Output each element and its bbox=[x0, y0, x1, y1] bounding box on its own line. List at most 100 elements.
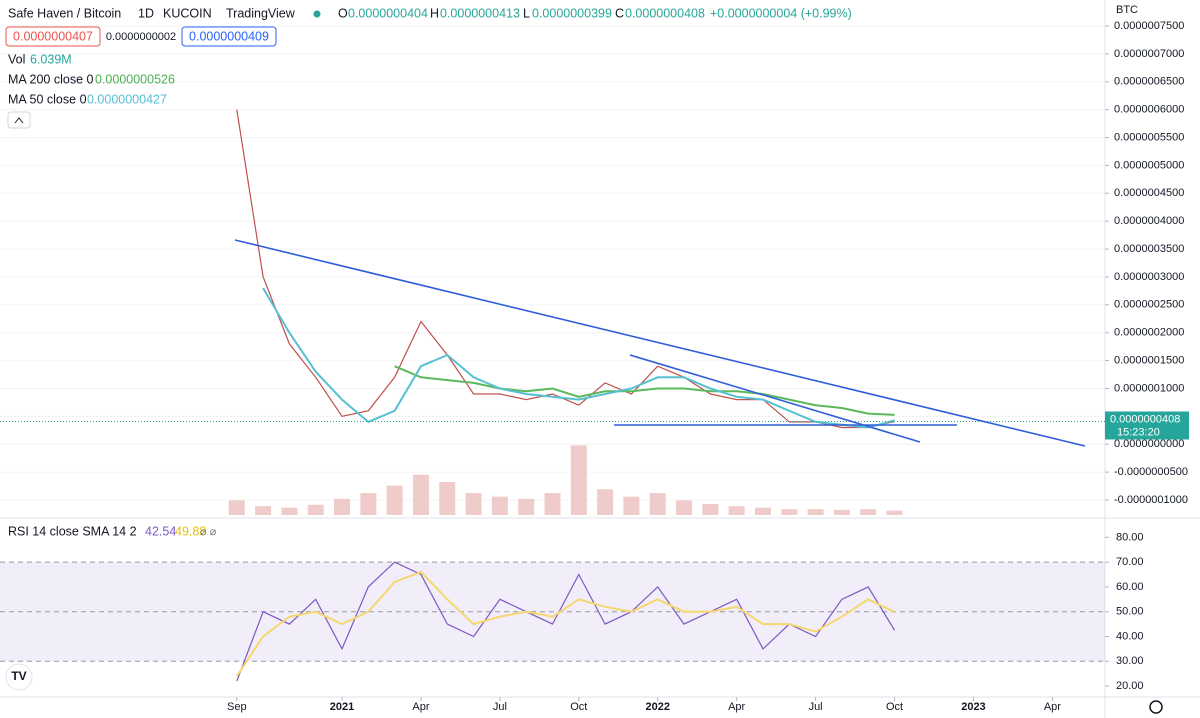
y-tick-label: 0.0000004000 bbox=[1114, 215, 1184, 227]
ohlc-value: 0.0000000408 bbox=[625, 6, 705, 20]
legend-name: MA 200 close 0 bbox=[8, 72, 94, 86]
y-tick-label: 50.00 bbox=[1116, 606, 1144, 618]
x-tick-label: Oct bbox=[886, 701, 903, 713]
ohlc-value: 0.0000000413 bbox=[440, 6, 520, 20]
y-tick-label: -0.0000000500 bbox=[1114, 466, 1188, 478]
volume-bar bbox=[518, 498, 535, 515]
volume-bar bbox=[386, 485, 403, 515]
volume-bar bbox=[465, 493, 482, 515]
symbol: Safe Haven / Bitcoin bbox=[8, 6, 121, 20]
y-tick-label: 0.0000001000 bbox=[1114, 382, 1184, 394]
ohlc-key: H bbox=[430, 6, 439, 20]
tv-logo-text: TV bbox=[11, 669, 26, 683]
y-tick-label: 0.0000000000 bbox=[1114, 438, 1184, 450]
y-tick-label: 80.00 bbox=[1116, 531, 1144, 543]
collapse-button[interactable] bbox=[7, 111, 31, 129]
tv-logo bbox=[5, 663, 33, 691]
volume-bar bbox=[833, 509, 850, 515]
y-tick-label: 20.00 bbox=[1116, 680, 1144, 692]
countdown: 15:23:20 bbox=[1117, 426, 1160, 438]
y-tick-label: 0.0000007500 bbox=[1114, 20, 1184, 32]
hide-icon[interactable]: ⌀ ⌀ bbox=[200, 526, 217, 538]
y-tick-label: 0.0000007000 bbox=[1114, 48, 1184, 60]
legend-value: 0.0000000427 bbox=[87, 92, 167, 106]
series-line bbox=[235, 570, 895, 677]
volume-bar bbox=[781, 509, 798, 515]
x-tick-label: Jul bbox=[809, 701, 823, 713]
y-tick-label: 30.00 bbox=[1116, 655, 1144, 667]
collapse-icon bbox=[14, 117, 24, 124]
last-price-tag bbox=[1105, 411, 1189, 440]
ohlc-key: O bbox=[338, 6, 348, 20]
volume-bar bbox=[281, 507, 298, 515]
y-tick-label: 70.00 bbox=[1116, 556, 1144, 568]
x-tick-label: Apr bbox=[1044, 701, 1061, 713]
volume-bar bbox=[676, 500, 693, 515]
change: +0.0000000004 (+0.99%) bbox=[710, 6, 852, 20]
volume-bar bbox=[491, 496, 508, 515]
interval: 1D bbox=[138, 6, 154, 20]
trend-line bbox=[234, 239, 1086, 447]
ohlc-value: 0.0000000404 bbox=[348, 6, 428, 20]
y-tick-label: 0.0000001500 bbox=[1114, 354, 1184, 366]
marks: -0.0000001000 -0.0000000500 0.0000000000 0.… bbox=[0, 20, 1189, 713]
ohlc-value: 0.0000000399 bbox=[532, 6, 612, 20]
series-line bbox=[236, 109, 895, 429]
volume-value: 6.039M bbox=[30, 52, 72, 66]
y-tick-label: 0.0000002500 bbox=[1114, 299, 1184, 311]
rsi-value: 42.54 bbox=[145, 524, 176, 538]
y-tick-label: 0.0000003000 bbox=[1114, 271, 1184, 283]
y-tick-label: 0.0000003500 bbox=[1114, 243, 1184, 255]
y-tick-label: -0.0000001000 bbox=[1114, 494, 1188, 506]
sell-button[interactable] bbox=[5, 26, 101, 47]
y-tick-label: 40.00 bbox=[1116, 630, 1144, 642]
volume-bar bbox=[597, 489, 614, 515]
sma-value: 49.88 bbox=[175, 524, 206, 538]
y-tick-label: 0.0000006000 bbox=[1114, 104, 1184, 116]
settings-icon[interactable] bbox=[1149, 700, 1163, 714]
exchange: KUCOIN bbox=[163, 6, 212, 20]
volume-bar bbox=[255, 506, 272, 515]
y-tick-label: 0.0000002000 bbox=[1114, 327, 1184, 339]
legend-name: MA 50 close 0 bbox=[8, 92, 87, 106]
trend-line bbox=[629, 354, 921, 443]
volume-bar bbox=[860, 509, 877, 515]
ohlc-key: C bbox=[615, 6, 624, 20]
ohlc-key: L bbox=[523, 6, 530, 20]
source: TradingView bbox=[226, 6, 296, 20]
volume-bar bbox=[570, 445, 587, 515]
buy-price[interactable]: 0.0000000409 bbox=[189, 29, 269, 43]
series-line bbox=[394, 365, 895, 416]
x-tick-label: 2022 bbox=[645, 701, 669, 713]
volume-bar bbox=[228, 500, 245, 515]
sell-price[interactable]: 0.0000000407 bbox=[13, 29, 93, 43]
volume-bar bbox=[886, 510, 903, 515]
volume-bar bbox=[807, 509, 824, 515]
currency[interactable]: BTC bbox=[1116, 4, 1138, 16]
spread: 0.0000000002 bbox=[106, 31, 176, 43]
volume-key: Vol bbox=[8, 52, 25, 66]
legend-value: 0.0000000526 bbox=[95, 72, 175, 86]
y-tick-label: 0.0000004500 bbox=[1114, 187, 1184, 199]
volume-bar bbox=[728, 506, 745, 515]
y-tick-label: 0.0000006500 bbox=[1114, 76, 1184, 88]
series-line bbox=[262, 287, 895, 429]
y-tick-label: 0.0000005500 bbox=[1114, 131, 1184, 143]
volume-bar bbox=[412, 474, 429, 515]
x-tick-label: Jul bbox=[493, 701, 507, 713]
volume-bar bbox=[360, 493, 377, 515]
volume-bar bbox=[754, 507, 771, 515]
x-tick-label: 2021 bbox=[330, 701, 354, 713]
rsi-title: RSI 14 close SMA 14 2 bbox=[8, 524, 137, 538]
buy-button[interactable] bbox=[181, 26, 277, 47]
y-tick-label: 0.0000005000 bbox=[1114, 159, 1184, 171]
y-tick-label: 60.00 bbox=[1116, 581, 1144, 593]
volume-bar bbox=[544, 493, 561, 515]
series-line bbox=[236, 561, 896, 682]
volume-bar bbox=[702, 504, 719, 515]
x-tick-label: Oct bbox=[570, 701, 587, 713]
volume-bar bbox=[623, 496, 640, 515]
x-tick-label: Apr bbox=[728, 701, 745, 713]
